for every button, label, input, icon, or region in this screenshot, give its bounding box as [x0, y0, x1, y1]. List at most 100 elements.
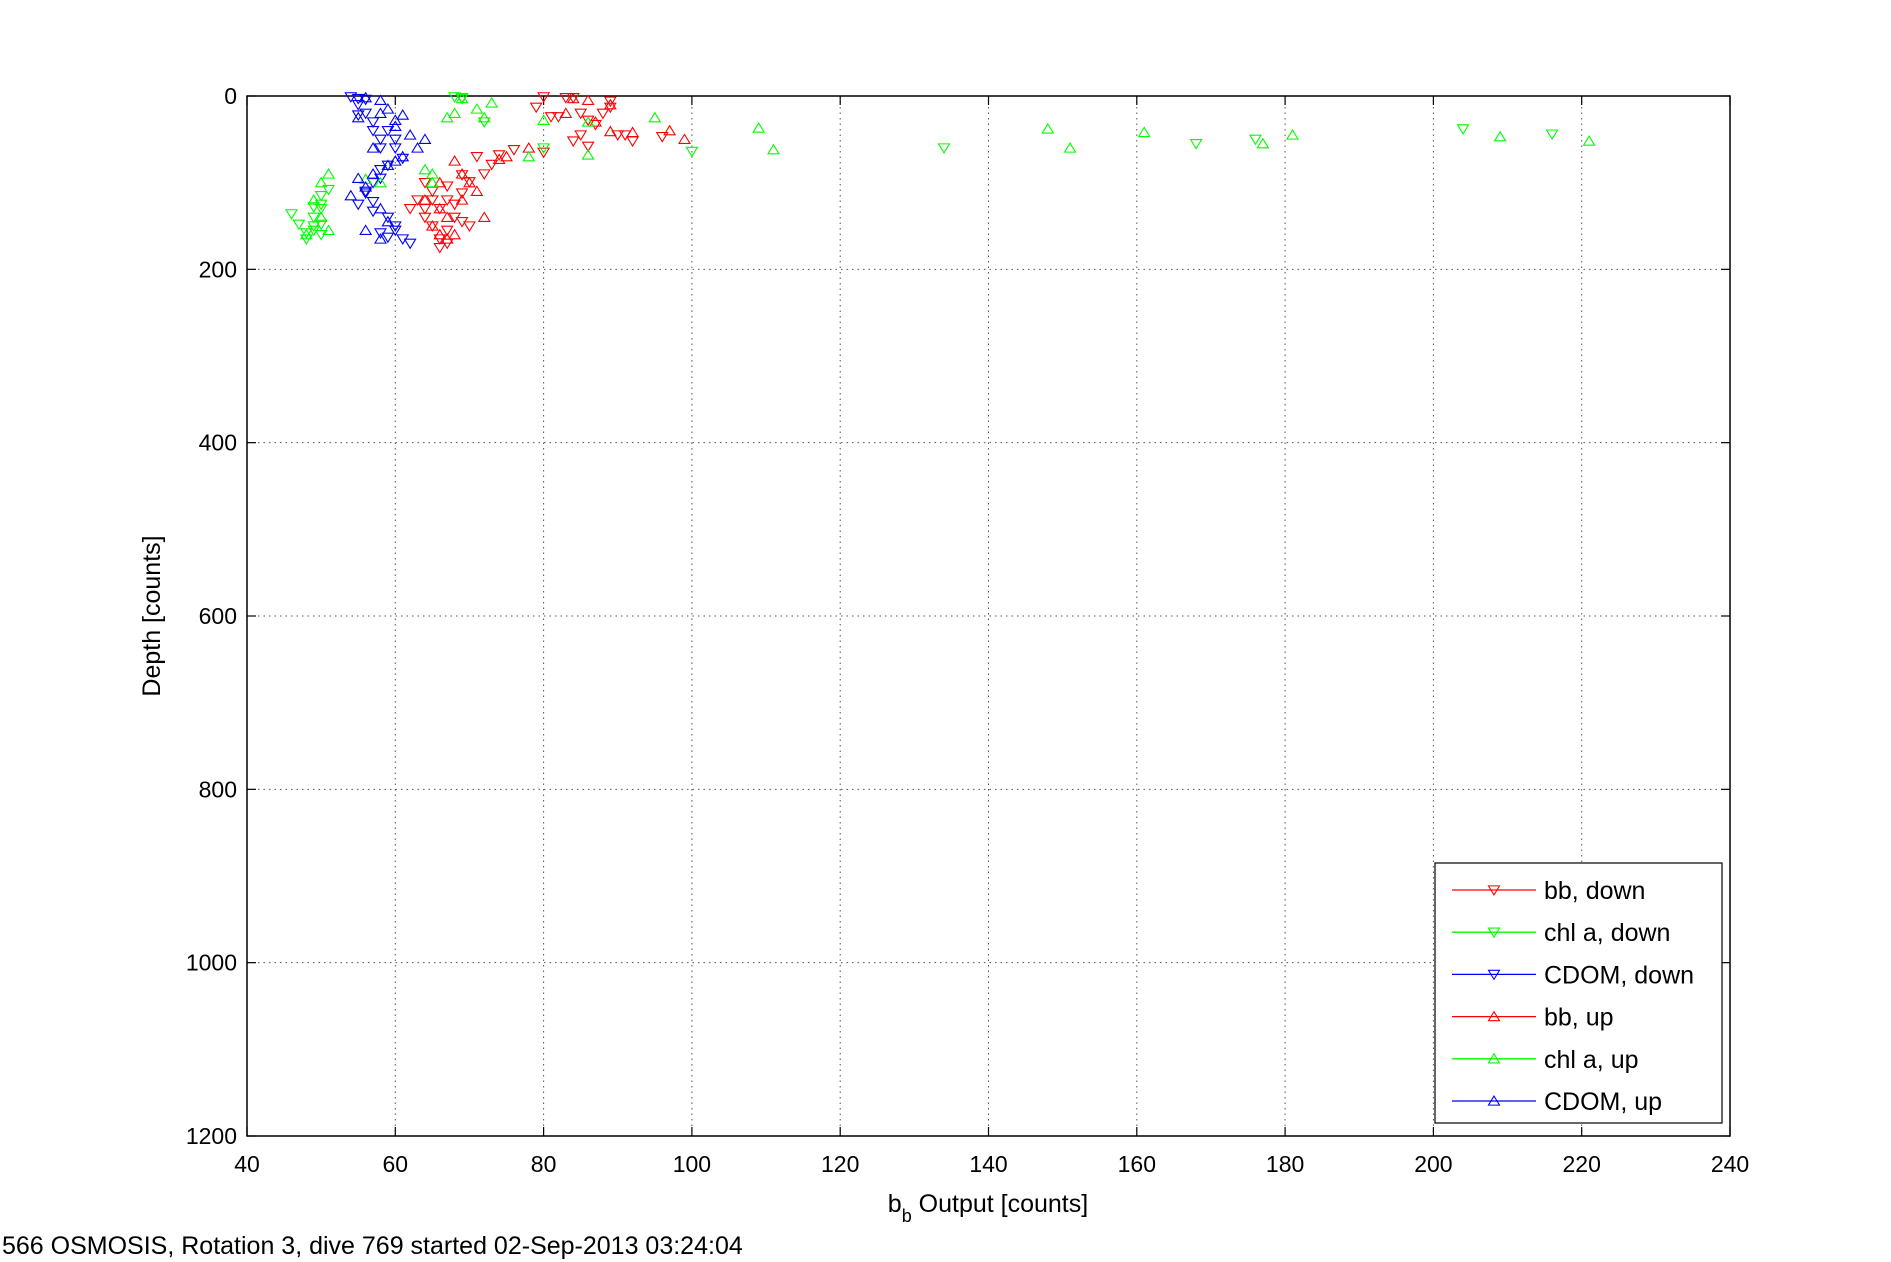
data-point: [678, 133, 691, 145]
data-point: [507, 145, 521, 156]
x-tick-label: 180: [1266, 1151, 1304, 1177]
data-point: [603, 102, 617, 114]
data-point: [351, 111, 365, 123]
data-point: [581, 141, 595, 153]
data-point: [373, 94, 387, 106]
data-point: [596, 108, 610, 120]
data-point: [396, 150, 410, 162]
data-point: [351, 93, 365, 105]
data-point: [322, 167, 336, 179]
data-point: [492, 150, 506, 161]
data-point: [418, 133, 432, 145]
x-tick-label: 240: [1711, 1151, 1749, 1177]
legend-entry: CDOM, down: [1544, 961, 1694, 989]
data-point: [448, 154, 462, 166]
data-point: [307, 212, 321, 224]
legend-entry: chl a, up: [1544, 1046, 1639, 1074]
data-point: [559, 93, 573, 104]
x-tick-label: 120: [821, 1151, 859, 1177]
data-point: [314, 219, 328, 231]
data-point: [344, 189, 358, 201]
data-point: [388, 225, 402, 237]
data-point: [455, 92, 469, 104]
data-point: [381, 102, 395, 114]
data-point: [1041, 122, 1055, 134]
data-point: [299, 228, 313, 240]
data-point: [685, 146, 699, 158]
data-point: [314, 190, 328, 202]
data-point: [1286, 128, 1299, 140]
x-tick-label: 60: [383, 1151, 409, 1177]
legend-marker: [1487, 1010, 1501, 1022]
data-point: [492, 153, 506, 164]
data-point: [433, 228, 447, 240]
data-point: [307, 193, 321, 205]
data-point: [537, 147, 551, 159]
data-point: [366, 141, 380, 153]
x-tick-label: 220: [1563, 1151, 1601, 1177]
data-point: [1493, 130, 1507, 142]
y-tick-label: 200: [199, 256, 237, 282]
data-point: [544, 112, 558, 123]
data-point: [477, 117, 491, 129]
data-point: [433, 242, 447, 254]
y-tick-label: 800: [199, 776, 237, 802]
legend-marker: [1487, 1094, 1501, 1106]
data-point: [448, 228, 462, 240]
data-point: [314, 211, 328, 223]
data-point: [529, 102, 543, 114]
data-point: [388, 114, 402, 125]
legend: bb, down chl a, down CDOM, down bb, up chl a…: [1434, 862, 1723, 1124]
axis-ticks: [246, 95, 1731, 1137]
data-point: [455, 188, 469, 200]
data-point: [425, 176, 439, 188]
data-point: [455, 167, 469, 179]
data-point: [351, 199, 365, 211]
data-point: [359, 94, 373, 106]
x-tick-label: 100: [673, 1151, 711, 1177]
data-point: [663, 124, 677, 136]
x-tick-label: 80: [531, 1151, 557, 1177]
data-point: [603, 96, 617, 108]
legend-entry: CDOM, up: [1544, 1088, 1662, 1116]
legend-box: [1434, 862, 1723, 1124]
legend-entry: bb, down: [1544, 877, 1645, 905]
data-point: [448, 92, 462, 103]
x-tick-labels: 40 60 80 100 120 140 160 180 200 220 240: [234, 1151, 1749, 1177]
legend-entry: bb, up: [1544, 1004, 1614, 1032]
data-point: [462, 176, 476, 188]
data-point: [418, 193, 432, 205]
data-point: [1256, 137, 1270, 149]
data-point: [559, 107, 573, 119]
data-point: [285, 209, 298, 220]
data-point: [485, 96, 499, 108]
y-tick-label: 1200: [186, 1123, 237, 1149]
data-point: [307, 202, 321, 213]
data-point: [537, 92, 551, 103]
data-point: [373, 164, 387, 176]
data-point: [1545, 129, 1559, 141]
data-point: [381, 125, 395, 137]
data-point: [359, 224, 373, 236]
x-tick-label: 140: [969, 1151, 1007, 1177]
data-point: [603, 125, 617, 137]
data-point: [589, 115, 602, 127]
data-point: [322, 224, 336, 236]
data-point: [381, 215, 395, 227]
data-point: [359, 108, 373, 120]
data-point: [433, 202, 447, 214]
data-point: [566, 136, 580, 148]
data-point: [448, 107, 462, 119]
legend-entry: chl a, down: [1544, 919, 1670, 947]
data-point: [396, 109, 410, 120]
data-point: [411, 141, 425, 153]
data-point: [351, 172, 365, 184]
data-point: [1189, 138, 1203, 150]
data-point: [418, 163, 432, 175]
data-point: [433, 176, 447, 188]
caption: 566 OSMOSIS, Rotation 3, dive 769 starte…: [2, 1232, 743, 1260]
data-point: [314, 229, 328, 241]
data-point: [418, 212, 432, 224]
data-point: [574, 130, 588, 142]
